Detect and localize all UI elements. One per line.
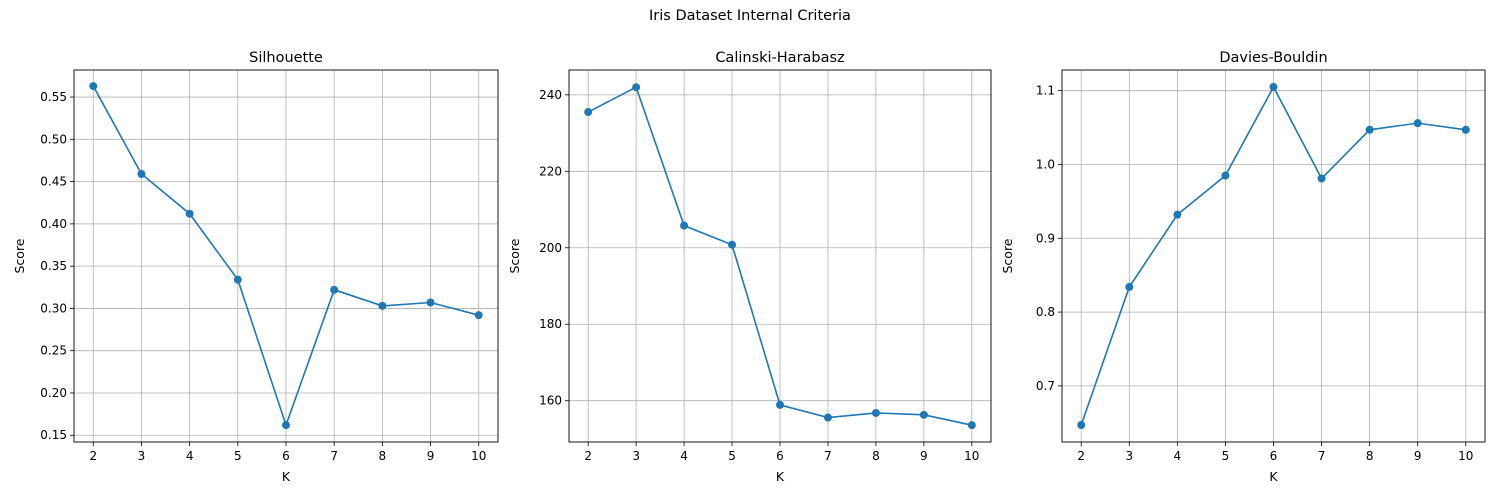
x-tick-label: 4	[186, 449, 194, 463]
y-tick-label: 1.0	[1036, 157, 1055, 171]
data-point	[378, 301, 387, 310]
y-tick-label: 0.55	[40, 90, 67, 104]
y-tick-label: 0.35	[40, 259, 67, 273]
x-tick-label: 9	[427, 449, 435, 463]
data-point	[185, 209, 194, 218]
data-point	[1221, 171, 1230, 180]
x-tick-label: 3	[1125, 449, 1133, 463]
x-tick-label: 6	[776, 449, 784, 463]
plot-frame	[1061, 69, 1486, 443]
chart-panel-3: 2 3 4 5 6 7 8 9 10 0.7 0.8 0.9 1.0 1.1 Davies-Bouldin K…	[1000, 50, 1486, 484]
y-tick-label: 0.30	[40, 301, 67, 315]
x-axis-label: K	[282, 469, 291, 484]
x-tick-label: 8	[379, 449, 387, 463]
y-tick-label: 0.9	[1036, 231, 1055, 245]
chart-panel-2: 2 3 4 5 6 7 8 9 10 160 180 200 220 240 Calinski-Haraba…	[507, 50, 992, 484]
data-point	[728, 240, 737, 249]
y-tick-label: 0.50	[40, 132, 67, 146]
y-tick-label: 0.25	[40, 344, 67, 358]
data-point	[1269, 82, 1278, 91]
x-axis-label: K	[776, 469, 785, 484]
data-point	[233, 275, 242, 284]
chart-panel-1: 2 3 4 5 6 7 8 9 10 0.15 0.20 0.25 0.30 0.35 0.40 0.45 0.…	[12, 50, 499, 484]
x-tick-label: 8	[1366, 449, 1374, 463]
data-point	[426, 298, 435, 307]
chart-title: Calinski-Harabasz	[715, 50, 844, 66]
x-tick-label: 7	[330, 449, 338, 463]
y-tick-label: 0.8	[1036, 305, 1055, 319]
x-tick-label: 10	[964, 449, 979, 463]
data-point	[1125, 283, 1134, 291]
y-axis-label: Score	[507, 238, 522, 273]
y-tick-label: 0.15	[40, 428, 67, 442]
data-point	[584, 108, 593, 117]
x-tick-label: 4	[680, 449, 688, 463]
x-tick-label: 9	[1414, 449, 1422, 463]
x-tick-label: 6	[1270, 449, 1278, 463]
y-axis-label: Score	[12, 238, 27, 273]
x-tick-label: 2	[89, 449, 97, 463]
y-axis-label: Score	[1000, 238, 1015, 273]
y-tick-label: 160	[539, 394, 562, 408]
plot-frame	[73, 69, 499, 443]
y-tick-label: 0.20	[40, 386, 67, 400]
x-tick-label: 2	[584, 449, 592, 463]
y-tick-label: 1.1	[1036, 84, 1055, 98]
chart-title: Silhouette	[249, 50, 323, 66]
data-point	[330, 285, 339, 294]
x-tick-label: 5	[234, 449, 242, 463]
data-point	[776, 400, 784, 409]
data-point	[871, 408, 880, 417]
y-tick-label: 0.7	[1036, 379, 1055, 393]
chart-title: Davies-Bouldin	[1219, 50, 1327, 66]
y-tick-label: 220	[539, 164, 562, 178]
data-point	[967, 421, 976, 430]
x-tick-label: 5	[1222, 449, 1230, 463]
data-point	[1077, 421, 1086, 430]
x-axis-label: K	[1269, 469, 1278, 484]
y-tick-label: 0.40	[40, 217, 67, 231]
x-tick-label: 3	[138, 449, 146, 463]
x-tick-label: 6	[282, 449, 290, 463]
data-point	[1173, 210, 1182, 219]
data-point	[680, 221, 689, 230]
data-point	[1413, 119, 1422, 128]
data-point	[1365, 125, 1374, 134]
data-point	[1317, 174, 1326, 183]
data-point	[823, 413, 832, 422]
x-tick-label: 2	[1077, 449, 1085, 463]
data-point	[632, 83, 641, 92]
y-tick-label: 0.45	[40, 175, 67, 189]
y-tick-label: 180	[539, 317, 562, 331]
figure-title: Iris Dataset Internal Criteria	[649, 8, 851, 24]
data-point	[919, 410, 928, 419]
x-tick-label: 10	[1458, 449, 1473, 463]
data-point	[89, 82, 98, 91]
data-point	[282, 421, 290, 430]
data-point	[137, 169, 146, 178]
data-point	[474, 311, 483, 320]
x-tick-label: 9	[920, 449, 928, 463]
y-tick-label: 240	[539, 88, 562, 102]
x-tick-label: 4	[1174, 449, 1182, 463]
x-tick-label: 8	[872, 449, 880, 463]
data-point	[1461, 125, 1470, 134]
x-tick-label: 10	[471, 449, 486, 463]
x-tick-label: 7	[1318, 449, 1326, 463]
x-tick-label: 3	[632, 449, 640, 463]
x-tick-label: 7	[824, 449, 832, 463]
plot-frame	[568, 69, 992, 443]
x-tick-label: 5	[728, 449, 736, 463]
y-tick-label: 200	[539, 241, 562, 255]
